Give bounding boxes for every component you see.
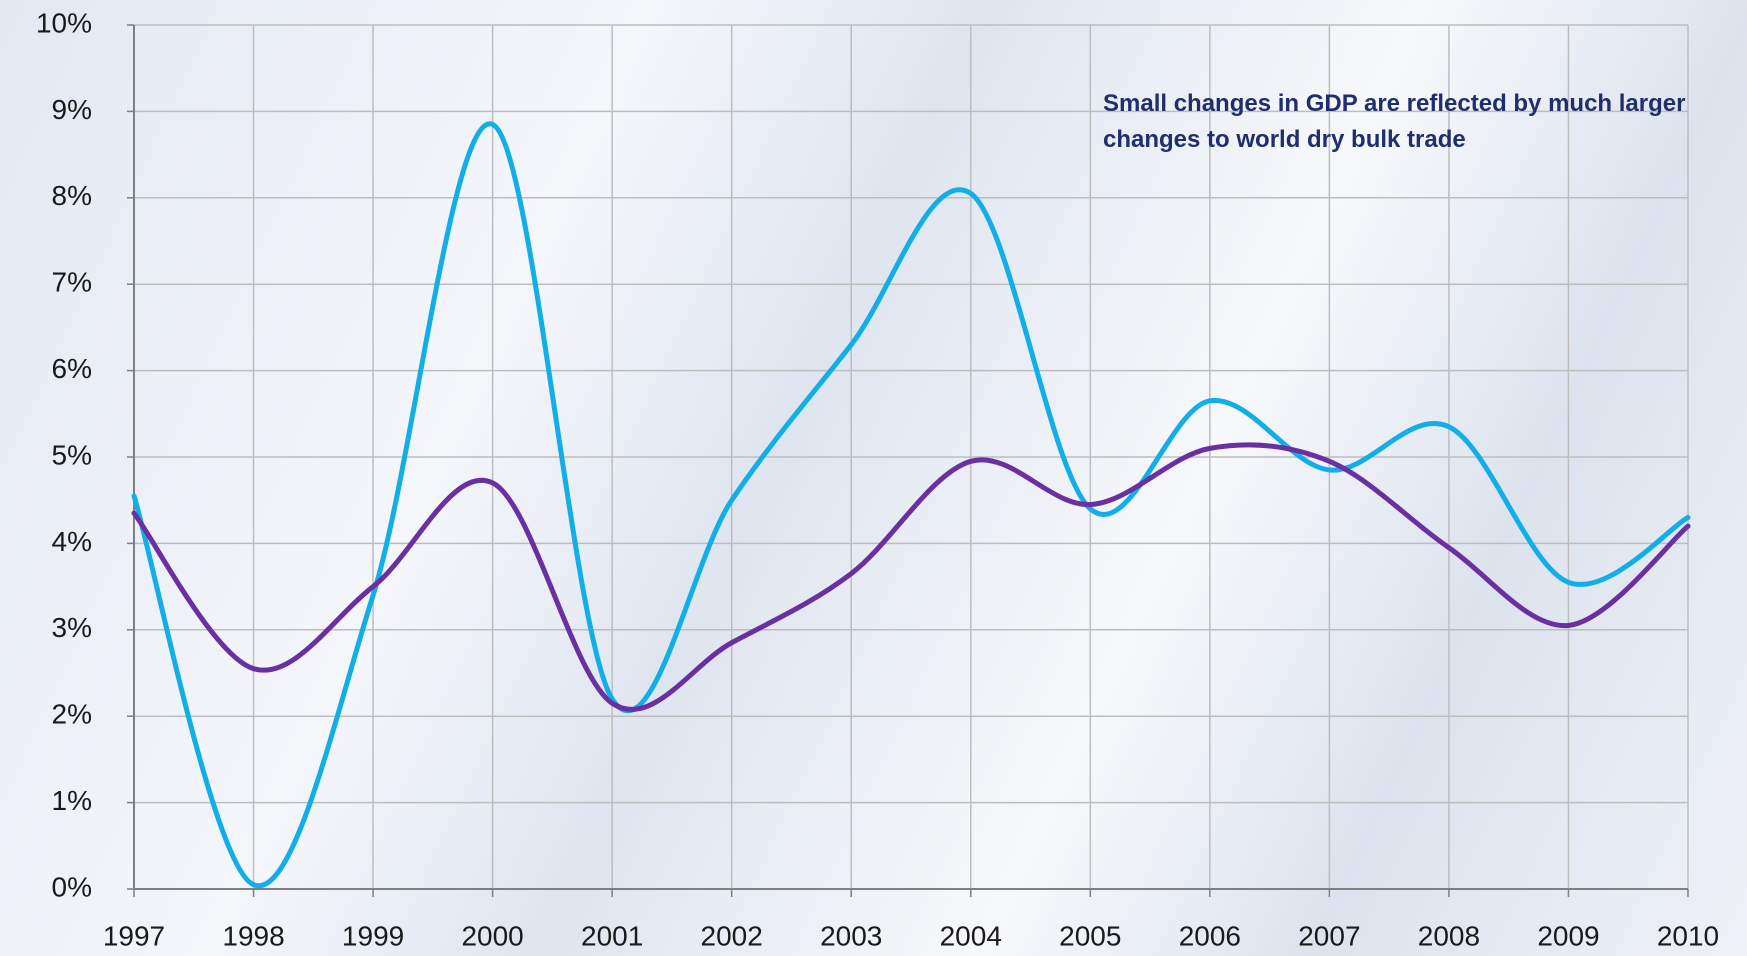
- x-tick-label: 2008: [1418, 920, 1480, 951]
- x-tick-label: 2007: [1298, 920, 1360, 951]
- x-tick-label: 2003: [820, 920, 882, 951]
- x-tick-label: 2010: [1657, 920, 1719, 951]
- y-tick-label: 9%: [52, 94, 92, 125]
- annotation: Small changes in GDP are reflected by mu…: [1103, 90, 1686, 153]
- data-line: [131, 121, 1691, 889]
- y-tick-label: 1%: [52, 785, 92, 816]
- x-tick-label: 1999: [342, 920, 404, 951]
- x-tick-label: 2006: [1179, 920, 1241, 951]
- y-tick-label: 6%: [52, 353, 92, 384]
- y-tick-label: 0%: [52, 871, 92, 902]
- x-tick-label: 2004: [940, 920, 1002, 951]
- y-tick-label: 8%: [52, 180, 92, 211]
- y-tick-label: 7%: [52, 267, 92, 298]
- x-tick-label: 1998: [222, 920, 284, 951]
- x-tick-label: 2002: [701, 920, 763, 951]
- x-tick-label: 2005: [1059, 920, 1121, 951]
- y-tick-label: 5%: [52, 439, 92, 470]
- y-tick-label: 10%: [36, 7, 92, 38]
- x-tick-label: 1997: [103, 920, 165, 951]
- y-tick-label: 4%: [52, 526, 92, 557]
- x-tick-label: 2001: [581, 920, 643, 951]
- x-tick-label: 2000: [461, 920, 523, 951]
- data-line: [131, 442, 1691, 712]
- y-tick-label: 3%: [52, 612, 92, 643]
- x-tick-label: 2009: [1537, 920, 1599, 951]
- y-tick-label: 2%: [52, 699, 92, 730]
